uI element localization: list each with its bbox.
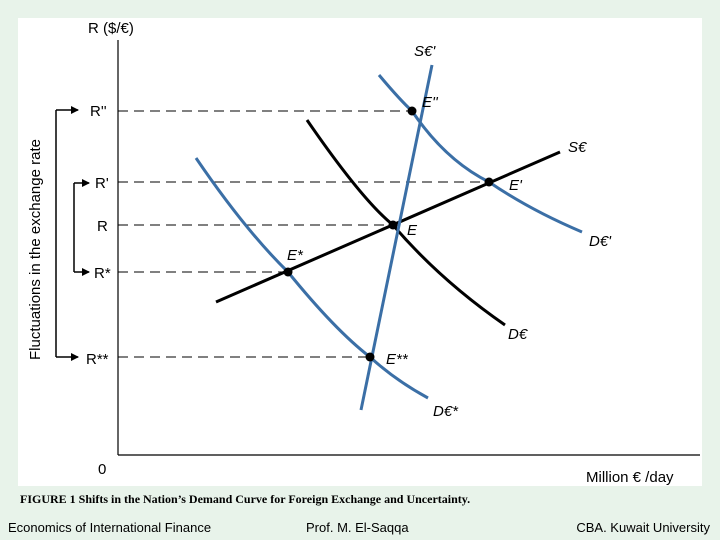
rate-label-r: R <box>97 218 108 235</box>
supply-curve-s-euro-prime <box>359 64 434 411</box>
rate-label-r-prime: R' <box>95 175 109 192</box>
rate-label-r-double-star: R** <box>86 351 109 368</box>
demand-curve-d-euro-prime <box>377 74 583 234</box>
point-e-star <box>283 267 293 277</box>
point-e-prime <box>484 177 494 187</box>
demand-curve-d-euro-star <box>194 157 429 400</box>
figure-panel: R ($/€) Million € /day 0 Fluctuations in… <box>18 18 702 486</box>
footer-author: Prof. M. El-Saqqa <box>306 520 409 535</box>
slide-footer: Economics of International Finance Prof.… <box>0 514 720 540</box>
exchange-rate-diagram: R ($/€) Million € /day 0 Fluctuations in… <box>27 20 700 486</box>
x-axis-label: Million € /day <box>586 469 674 486</box>
point-e <box>388 220 398 230</box>
point-e-double-prime <box>407 106 417 116</box>
label-e-prime: E' <box>509 177 523 194</box>
label-e-double-prime: E'' <box>422 94 439 111</box>
label-d-euro: D€ <box>508 326 528 343</box>
demand-curve-d-euro <box>305 119 506 327</box>
rate-label-r-double-prime: R'' <box>90 103 107 120</box>
side-label: Fluctuations in the exchange rate <box>27 139 44 360</box>
supply-curve-s-euro <box>215 150 561 304</box>
label-s-euro: S€ <box>568 139 587 156</box>
label-d-euro-star: D€* <box>433 403 459 420</box>
footer-institution: CBA. Kuwait University <box>576 520 710 535</box>
origin-label: 0 <box>98 461 106 478</box>
label-d-euro-prime: D€' <box>589 233 612 250</box>
point-e-double-star <box>365 352 375 362</box>
figure-caption: FIGURE 1 Shifts in the Nation’s Demand C… <box>20 492 471 506</box>
footer-course-title: Economics of International Finance <box>8 520 212 535</box>
label-e-star: E* <box>287 247 304 264</box>
label-e: E <box>407 222 418 239</box>
y-axis-label: R ($/€) <box>88 20 134 37</box>
label-e-double-star: E** <box>386 351 409 368</box>
label-s-euro-prime: S€' <box>414 43 436 60</box>
rate-label-r-star: R* <box>94 265 111 282</box>
